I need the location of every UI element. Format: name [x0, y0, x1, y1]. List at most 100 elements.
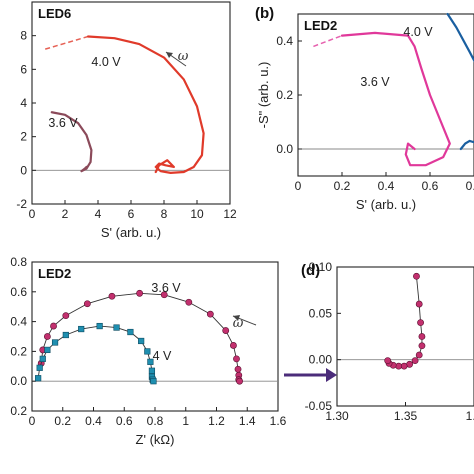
- series-label-4V: 4 V: [153, 349, 172, 363]
- sample-label: LED2: [38, 266, 71, 281]
- data-point: [415, 351, 423, 359]
- y-tick-label: 0.8: [10, 255, 27, 269]
- y-tick-label: 2: [20, 130, 27, 144]
- omega-arrowhead: [233, 315, 240, 321]
- series-line: [40, 292, 241, 382]
- y-tick-label: 0.00: [309, 353, 333, 367]
- series-line: [37, 325, 154, 382]
- data-point: [78, 325, 85, 333]
- data-point: [236, 377, 243, 385]
- panel-label: (b): [255, 5, 274, 22]
- data-point: [43, 333, 51, 340]
- series-label-4V: 4.0 V: [403, 25, 433, 39]
- series-dashed-extension: [313, 34, 343, 48]
- x-tick-label: 8: [161, 207, 168, 221]
- data-point: [113, 324, 120, 331]
- x-axis-label: Z' (kΩ): [136, 432, 175, 447]
- data-point: [35, 375, 42, 382]
- plot-frame: [31, 1, 231, 205]
- x-tick-label: 2: [62, 207, 69, 221]
- data-point: [418, 342, 426, 350]
- y-tick-label: 8: [20, 29, 27, 43]
- x-tick-label: 0.8: [466, 179, 474, 193]
- y-tick-label: -2: [16, 197, 27, 211]
- data-point: [185, 298, 193, 306]
- x-tick-label: 0: [295, 179, 302, 193]
- data-point: [234, 365, 242, 373]
- x-tick-label: 0.4: [85, 414, 102, 428]
- panel-b: 0 0.2 0.4 0.6 0.8 0.0 0.2 0.4 S' (arb. u.) -S" (a…: [255, 5, 474, 212]
- x-tick-label: 6: [128, 207, 135, 221]
- y-tick-label: 0.0: [10, 374, 27, 388]
- x-tick-label: 0.6: [422, 179, 439, 193]
- y-tick-label: 4: [20, 96, 27, 110]
- series-label-4V: 4.0 V: [91, 55, 121, 69]
- series-4_0-V: [44, 35, 205, 174]
- panel-label: (d): [301, 262, 320, 279]
- x-axis-label: S' (arb. u.): [356, 197, 416, 212]
- data-point: [62, 331, 69, 339]
- data-point: [233, 355, 240, 363]
- data-point: [148, 367, 156, 374]
- data-point: [138, 337, 145, 345]
- x-tick-label: 0: [29, 414, 36, 428]
- data-point: [418, 333, 426, 340]
- x-tick-label: 12: [223, 207, 237, 221]
- x-tick-label: 1.4: [239, 414, 256, 428]
- series-label-3_6V: 3.6 V: [151, 281, 181, 295]
- y-tick-label: 0.2: [10, 404, 27, 418]
- data-point: [144, 348, 151, 355]
- panel-c: 0 0.2 0.4 0.6 0.8 1 1.2 1.4 1.60.20.00.20.40.60.…: [10, 255, 286, 447]
- x-tick-label: 0.8: [147, 414, 164, 428]
- plot-frame: [297, 13, 474, 177]
- zoom-arrow: [284, 368, 337, 382]
- series-line: [86, 35, 205, 174]
- series-4_0-V: [446, 12, 474, 63]
- data-point: [415, 300, 423, 308]
- series-3_6-V: [50, 111, 93, 173]
- omega-arrowhead: [166, 52, 173, 58]
- series-3_6-V: [313, 31, 451, 167]
- data-point: [62, 312, 70, 320]
- x-tick-label: 1.4: [466, 409, 474, 423]
- series-segment-2: [459, 139, 474, 151]
- series-segment-0: [384, 272, 426, 370]
- x-tick-label: 1.2: [208, 414, 225, 428]
- x-axis-label: S' (arb. u.): [101, 225, 161, 240]
- y-tick-label: 6: [20, 62, 27, 76]
- x-tick-label: 4: [95, 207, 102, 221]
- y-axis-label: -S" (arb. u.): [256, 62, 271, 129]
- data-point: [147, 358, 154, 365]
- data-point: [83, 300, 91, 308]
- data-point: [160, 291, 168, 299]
- series-4-V: [35, 322, 157, 385]
- series-line: [446, 12, 474, 63]
- data-point: [127, 328, 134, 336]
- x-tick-label: 10: [190, 207, 204, 221]
- data-point: [230, 342, 237, 349]
- x-tick-label: 0.4: [378, 179, 395, 193]
- y-tick-label: -0.05: [305, 399, 333, 413]
- series-line: [459, 139, 474, 151]
- data-point: [413, 272, 420, 280]
- y-tick-label: 0.2: [276, 88, 293, 102]
- x-tick-label: 0.2: [334, 179, 351, 193]
- data-point: [206, 310, 214, 318]
- data-point: [150, 378, 157, 385]
- series-label-3_6V: 3.6 V: [360, 75, 390, 89]
- data-point: [136, 289, 144, 297]
- series-line: [340, 31, 451, 167]
- data-point: [96, 322, 103, 330]
- data-point: [51, 339, 59, 346]
- data-point: [222, 327, 230, 334]
- y-tick-label: 0: [20, 163, 27, 177]
- y-tick-label: 0.6: [10, 285, 27, 299]
- data-point: [108, 292, 116, 300]
- x-tick-label: 0.2: [54, 414, 71, 428]
- x-tick-label: 1.6: [270, 414, 287, 428]
- x-tick-label: 0: [29, 207, 36, 221]
- omega-label: ω: [233, 316, 244, 331]
- data-point: [44, 346, 51, 354]
